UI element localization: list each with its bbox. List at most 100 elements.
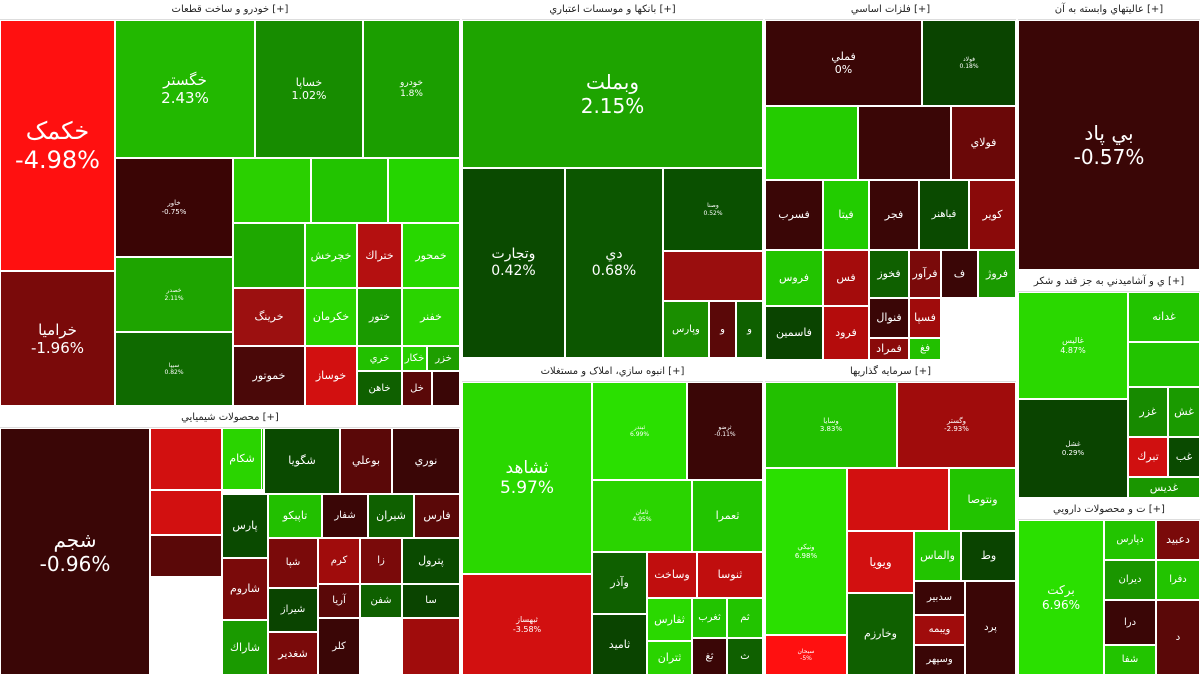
- stock-tile[interactable]: ديران: [1104, 560, 1156, 600]
- stock-tile[interactable]: فسرب: [765, 180, 823, 250]
- stock-tile[interactable]: تاپيكو: [268, 494, 322, 538]
- stock-tile[interactable]: فغ: [909, 338, 941, 360]
- stock-tile[interactable]: خراميا -1.96%: [0, 271, 115, 406]
- stock-tile[interactable]: سيپا 0.82%: [115, 332, 233, 406]
- stock-tile[interactable]: ث: [727, 638, 763, 675]
- stock-tile[interactable]: فيتا: [823, 180, 869, 250]
- stock-tile[interactable]: فجر: [869, 180, 919, 250]
- stock-tile[interactable]: فخوز: [869, 250, 909, 298]
- stock-tile[interactable]: شفن: [360, 584, 402, 618]
- sector-chemicals-title[interactable]: محصولات شيميايي [+]: [0, 408, 460, 428]
- stock-tile[interactable]: وپارس: [663, 301, 709, 358]
- stock-tile[interactable]: ف: [941, 250, 978, 298]
- stock-tile[interactable]: خكرمان: [305, 288, 357, 346]
- stock-tile[interactable]: ثغرب: [692, 598, 727, 638]
- stock-tile[interactable]: غش: [1168, 387, 1200, 437]
- stock-tile[interactable]: شغدير: [268, 632, 318, 675]
- stock-tile[interactable]: غاليس 4.87%: [1018, 292, 1128, 399]
- stock-tile[interactable]: پرد: [965, 581, 1016, 675]
- stock-tile[interactable]: ثفارس: [647, 598, 692, 641]
- stock-tile[interactable]: غشل 0.29%: [1018, 399, 1128, 498]
- stock-tile[interactable]: [847, 468, 949, 531]
- stock-tile[interactable]: وآذر: [592, 552, 647, 614]
- stock-tile[interactable]: بي پاد -0.57%: [1018, 20, 1200, 270]
- stock-tile[interactable]: ويويا: [847, 531, 914, 593]
- stock-tile[interactable]: خگستر 2.43%: [115, 20, 255, 158]
- stock-tile[interactable]: آريا: [318, 584, 360, 618]
- stock-tile[interactable]: [311, 158, 388, 223]
- stock-tile[interactable]: فسپا: [909, 298, 941, 338]
- stock-tile[interactable]: [402, 618, 460, 675]
- stock-tile[interactable]: فولاد 0.18%: [922, 20, 1016, 106]
- stock-tile[interactable]: فمراد: [869, 338, 909, 360]
- stock-tile[interactable]: [765, 106, 858, 180]
- stock-tile[interactable]: شپا: [268, 538, 318, 588]
- stock-tile[interactable]: ثبندر 6.99%: [592, 382, 687, 480]
- stock-tile[interactable]: غب: [1168, 437, 1200, 477]
- stock-tile[interactable]: وساخت: [647, 552, 697, 598]
- stock-tile[interactable]: [150, 428, 222, 490]
- stock-tile[interactable]: و: [736, 301, 763, 358]
- sector-metals-title[interactable]: فلزات اساسي [+]: [765, 0, 1016, 20]
- sector-auto-title[interactable]: خودرو و ساخت قطعات [+]: [0, 0, 460, 20]
- stock-tile[interactable]: فاسمين: [765, 306, 823, 360]
- stock-tile[interactable]: خاهن: [357, 371, 402, 406]
- stock-tile[interactable]: درا: [1104, 600, 1156, 645]
- stock-tile[interactable]: فروس: [765, 250, 823, 306]
- stock-tile[interactable]: سا: [402, 584, 460, 618]
- stock-tile[interactable]: [150, 535, 222, 577]
- stock-tile[interactable]: خزر: [427, 346, 460, 371]
- stock-tile[interactable]: وتجارت 0.42%: [462, 168, 565, 358]
- stock-tile[interactable]: شيران: [368, 494, 414, 538]
- stock-tile[interactable]: ثاميد: [592, 614, 647, 675]
- stock-tile[interactable]: ثشاهد 5.97%: [462, 382, 592, 574]
- sector-pharma-title[interactable]: ت و محصولات دارويي [+]: [1018, 500, 1200, 520]
- stock-tile[interactable]: وگستر -2.93%: [897, 382, 1016, 468]
- stock-tile[interactable]: خموتور: [233, 346, 305, 406]
- stock-tile[interactable]: ثغ: [692, 638, 727, 675]
- stock-tile[interactable]: تبرك: [1128, 437, 1168, 477]
- stock-tile[interactable]: ثامان 4.95%: [592, 480, 692, 552]
- stock-tile[interactable]: سبحان -5%: [765, 635, 847, 675]
- stock-tile[interactable]: كرم: [318, 538, 360, 584]
- stock-tile[interactable]: زا: [360, 538, 402, 584]
- stock-tile[interactable]: ختراك: [357, 223, 402, 288]
- stock-tile[interactable]: فملي 0%: [765, 20, 922, 106]
- stock-tile[interactable]: وسايا 3.83%: [765, 382, 897, 468]
- stock-tile[interactable]: [233, 158, 311, 223]
- stock-tile[interactable]: وصنا 0.52%: [663, 168, 763, 251]
- sector-construction-title[interactable]: انبوه سازي، املاک و مستغلات [+]: [462, 362, 763, 382]
- stock-tile[interactable]: غزر: [1128, 387, 1168, 437]
- stock-tile[interactable]: خکمک -4.98%: [0, 20, 115, 271]
- stock-tile[interactable]: شفا: [1104, 645, 1156, 675]
- stock-tile[interactable]: ويبمه: [914, 615, 965, 645]
- stock-tile[interactable]: فس: [823, 250, 869, 306]
- stock-tile[interactable]: دفرا: [1156, 560, 1200, 600]
- stock-tile[interactable]: [663, 251, 763, 301]
- stock-tile[interactable]: [150, 490, 222, 535]
- stock-tile[interactable]: فولاي: [951, 106, 1016, 180]
- stock-tile[interactable]: خساپا 1.02%: [255, 20, 363, 158]
- stock-tile[interactable]: وسپهر: [914, 645, 965, 675]
- stock-tile[interactable]: دي 0.68%: [565, 168, 663, 358]
- stock-tile[interactable]: ثتران: [647, 641, 692, 675]
- stock-tile[interactable]: ثم: [727, 598, 763, 638]
- stock-tile[interactable]: خودرو 1.8%: [363, 20, 460, 158]
- stock-tile[interactable]: خل: [402, 371, 432, 406]
- sector-banks-title[interactable]: بانکها و موسسات اعتباري [+]: [462, 0, 763, 20]
- stock-tile[interactable]: سدبير: [914, 581, 965, 615]
- stock-tile[interactable]: [388, 158, 460, 223]
- stock-tile[interactable]: ثبهساز -3.58%: [462, 574, 592, 675]
- stock-tile[interactable]: پارس: [222, 494, 268, 558]
- stock-tile[interactable]: خرينگ: [233, 288, 305, 346]
- sector-investment-title[interactable]: سرمايه گذاريها [+]: [765, 362, 1016, 382]
- stock-tile[interactable]: خمحور: [402, 223, 460, 288]
- stock-tile[interactable]: شاراك: [222, 620, 268, 675]
- stock-tile[interactable]: خري: [357, 346, 402, 371]
- stock-tile[interactable]: فارس: [414, 494, 460, 538]
- stock-tile[interactable]: نوري: [392, 428, 460, 494]
- stock-tile[interactable]: و: [709, 301, 736, 358]
- stock-tile[interactable]: خصدر 2.11%: [115, 257, 233, 332]
- stock-tile[interactable]: وبملت 2.15%: [462, 20, 763, 168]
- stock-tile[interactable]: دپارس: [1104, 520, 1156, 560]
